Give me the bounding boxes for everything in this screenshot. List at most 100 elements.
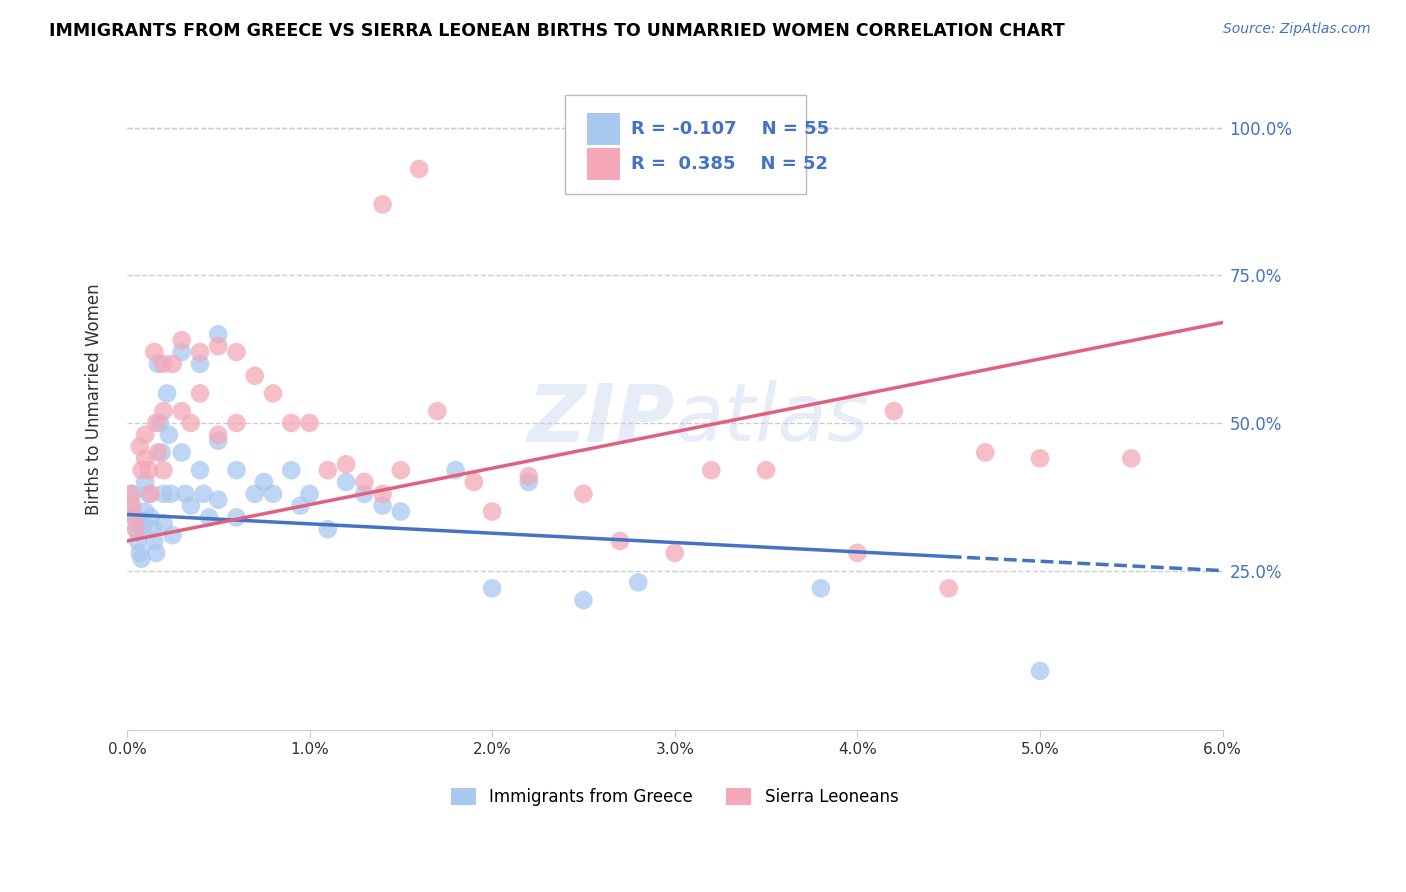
Point	[122, 510, 145, 524]
Point	[463, 475, 485, 489]
Point	[609, 534, 631, 549]
Point	[134, 504, 156, 518]
Point	[298, 416, 321, 430]
Point	[938, 582, 960, 596]
Point	[572, 487, 595, 501]
Point	[131, 551, 153, 566]
Point	[426, 404, 449, 418]
Point	[444, 463, 467, 477]
Point	[152, 357, 174, 371]
Point	[127, 534, 149, 549]
Point	[353, 487, 375, 501]
Point	[225, 345, 247, 359]
Point	[371, 197, 394, 211]
Point	[170, 333, 193, 347]
Point	[193, 487, 215, 501]
Point	[180, 416, 202, 430]
Point	[371, 499, 394, 513]
Point	[207, 327, 229, 342]
FancyBboxPatch shape	[565, 95, 806, 194]
Point	[810, 582, 832, 596]
Text: R = -0.107    N = 55: R = -0.107 N = 55	[631, 120, 830, 137]
Point	[700, 463, 723, 477]
Point	[139, 510, 162, 524]
Point	[627, 575, 650, 590]
Text: ZIP: ZIP	[527, 380, 675, 458]
Point	[883, 404, 905, 418]
Point	[145, 546, 167, 560]
Point	[225, 510, 247, 524]
Point	[180, 499, 202, 513]
Point	[1029, 451, 1052, 466]
Point	[138, 487, 160, 501]
Point	[188, 463, 211, 477]
Point	[262, 487, 284, 501]
Point	[146, 445, 169, 459]
Point	[134, 475, 156, 489]
Point	[131, 463, 153, 477]
Point	[389, 504, 412, 518]
Point	[755, 463, 778, 477]
Point	[481, 504, 503, 518]
Point	[243, 368, 266, 383]
Point	[156, 386, 179, 401]
Point	[152, 487, 174, 501]
FancyBboxPatch shape	[588, 113, 620, 145]
Point	[280, 463, 302, 477]
Point	[335, 475, 357, 489]
Point	[481, 582, 503, 596]
Point	[664, 546, 686, 560]
Point	[134, 451, 156, 466]
Point	[517, 475, 540, 489]
Point	[162, 528, 184, 542]
Text: R =  0.385    N = 52: R = 0.385 N = 52	[631, 155, 828, 173]
Text: IMMIGRANTS FROM GREECE VS SIERRA LEONEAN BIRTHS TO UNMARRIED WOMEN CORRELATION C: IMMIGRANTS FROM GREECE VS SIERRA LEONEAN…	[49, 22, 1064, 40]
Point	[188, 386, 211, 401]
Point	[121, 499, 143, 513]
Point	[198, 510, 221, 524]
Point	[134, 427, 156, 442]
Point	[170, 445, 193, 459]
Point	[188, 357, 211, 371]
Point	[128, 440, 150, 454]
FancyBboxPatch shape	[588, 148, 620, 179]
Point	[572, 593, 595, 607]
Text: atlas: atlas	[675, 380, 869, 458]
Point	[146, 357, 169, 371]
Point	[262, 386, 284, 401]
Y-axis label: Births to Unmarried Women: Births to Unmarried Women	[86, 284, 103, 515]
Text: Source: ZipAtlas.com: Source: ZipAtlas.com	[1223, 22, 1371, 37]
Point	[157, 427, 180, 442]
Point	[152, 516, 174, 531]
Point	[225, 463, 247, 477]
Point	[974, 445, 997, 459]
Point	[290, 499, 312, 513]
Point	[280, 416, 302, 430]
Point	[517, 469, 540, 483]
Point	[174, 487, 197, 501]
Point	[120, 487, 142, 501]
Point	[188, 345, 211, 359]
Point	[143, 534, 166, 549]
Point	[120, 499, 142, 513]
Point	[150, 445, 173, 459]
Point	[125, 522, 148, 536]
Point	[225, 416, 247, 430]
Point	[408, 161, 430, 176]
Point	[152, 463, 174, 477]
Point	[353, 475, 375, 489]
Point	[207, 427, 229, 442]
Point	[162, 357, 184, 371]
Point	[243, 487, 266, 501]
Point	[125, 522, 148, 536]
Point	[298, 487, 321, 501]
Point	[316, 463, 339, 477]
Point	[145, 416, 167, 430]
Point	[846, 546, 869, 560]
Point	[138, 463, 160, 477]
Point	[371, 487, 394, 501]
Point	[139, 487, 162, 501]
Point	[141, 522, 163, 536]
Point	[143, 345, 166, 359]
Point	[316, 522, 339, 536]
